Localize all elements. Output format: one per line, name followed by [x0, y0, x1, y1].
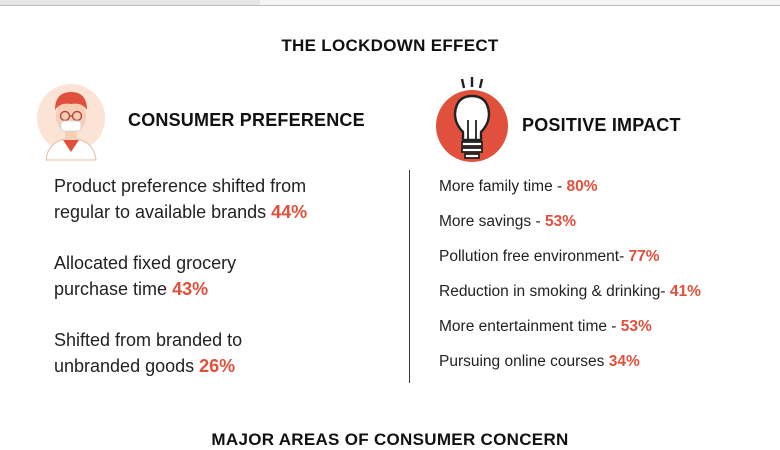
item-percent: 77% — [628, 248, 660, 265]
item-percent: 41% — [669, 283, 701, 300]
impact-item: Pollution free environment- 77% — [439, 248, 660, 266]
item-percent: 44% — [271, 202, 308, 222]
next-section-heading: MAJOR AREAS OF CONSUMER CONCERN — [211, 430, 569, 449]
item-percent: 43% — [172, 279, 209, 299]
item-text: purchase time — [54, 279, 168, 299]
item-text: Pursuing online courses — [439, 353, 609, 370]
item-text: More savings - — [439, 213, 545, 230]
lightbulb-icon — [436, 77, 508, 162]
item-text: More family time - — [439, 178, 567, 195]
item-text: Reduction in smoking & drinking- — [439, 283, 670, 300]
impact-item: More savings - 53% — [439, 213, 576, 231]
preference-item: Product preference shifted from regular … — [54, 173, 384, 225]
page-title: THE LOCKDOWN EFFECT — [281, 36, 499, 55]
preference-item: Allocated fixed grocery purchase time 43… — [54, 250, 384, 302]
impact-item: Pursuing online courses 34% — [439, 353, 640, 371]
item-percent: 34% — [608, 353, 640, 370]
item-text: Shifted from branded to — [54, 330, 243, 350]
impact-item: More entertainment time - 53% — [439, 318, 652, 336]
person-mask-icon — [37, 84, 105, 161]
positive-impact-heading: POSITIVE IMPACT — [522, 115, 681, 135]
impact-item: Reduction in smoking & drinking- 41% — [439, 283, 701, 301]
item-text: More entertainment time - — [439, 318, 621, 335]
preference-item: Shifted from branded to unbranded goods … — [54, 327, 384, 379]
column-divider — [409, 170, 410, 383]
item-percent: 53% — [544, 213, 576, 230]
item-percent: 26% — [199, 356, 236, 376]
item-percent: 80% — [566, 178, 598, 195]
item-text: Product preference shifted from — [54, 176, 307, 196]
item-text: Pollution free environment- — [439, 248, 629, 265]
item-percent: 53% — [620, 318, 652, 335]
item-text: Allocated fixed grocery — [54, 253, 237, 273]
consumer-preference-heading: CONSUMER PREFERENCE — [128, 110, 365, 130]
top-border — [0, 0, 780, 6]
item-text: regular to available brands — [54, 202, 267, 222]
item-text: unbranded goods — [54, 356, 195, 376]
impact-item: More family time - 80% — [439, 178, 598, 196]
